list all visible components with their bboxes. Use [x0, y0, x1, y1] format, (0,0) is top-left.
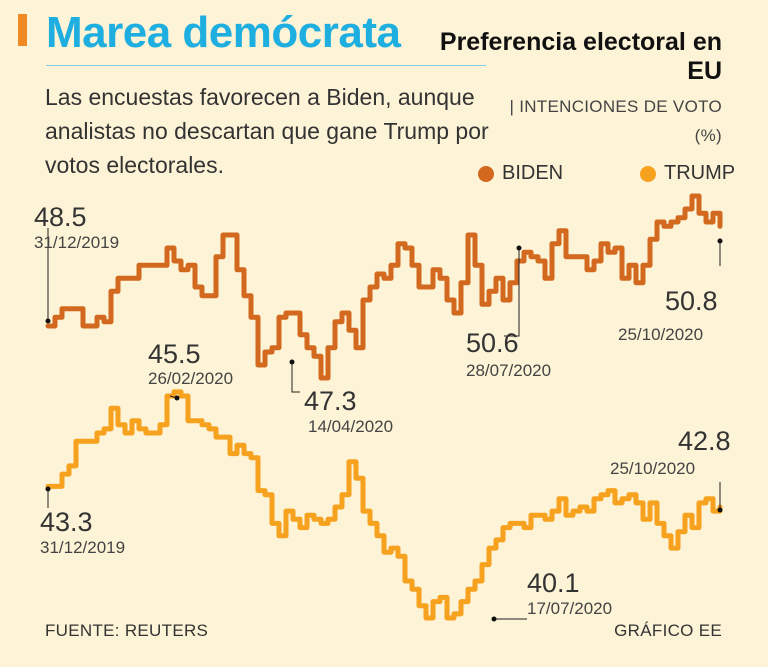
date-label-biden-1: 14/04/2020 — [308, 417, 393, 436]
credit-note: GRÁFICO EE — [614, 621, 722, 640]
legend-label-biden: BIDEN — [502, 162, 564, 184]
date-label-trump-0: 26/02/2020 — [148, 369, 233, 388]
value-label-biden-3: 50.8 — [665, 286, 718, 316]
legend-item-biden: BIDEN — [478, 162, 563, 185]
value-label-trump-3: 42.8 — [678, 426, 731, 456]
value-label-biden-2: 50.6 — [466, 328, 519, 358]
legend-item-trump: TRUMP — [640, 162, 735, 185]
data-point-biden-1 — [289, 359, 295, 365]
chart-units: | INTENCIONES DE VOTO (%) — [509, 97, 722, 145]
data-point-biden-0 — [45, 318, 51, 324]
date-label-biden-3: 25/10/2020 — [618, 325, 703, 344]
date-label-biden-0: 31/12/2019 — [34, 233, 119, 252]
leader-line-biden-2 — [504, 248, 520, 337]
data-point-trump-3 — [717, 507, 723, 513]
legend-label-trump: TRUMP — [664, 162, 736, 184]
biden-legend-dot — [478, 165, 494, 182]
data-point-trump-2 — [491, 616, 497, 622]
date-label-biden-2: 28/07/2020 — [466, 361, 551, 380]
source-note: FUENTE: REUTERS — [45, 621, 209, 640]
page-title: Marea demócrata — [46, 8, 401, 57]
subtitle: Las encuestas favorecen a Biden, aunque … — [45, 84, 489, 178]
leader-line-biden-1 — [291, 362, 300, 393]
value-label-biden-1: 47.3 — [304, 386, 357, 416]
date-label-trump-3: 25/10/2020 — [610, 459, 695, 478]
data-point-biden-2 — [516, 245, 522, 251]
series-line-biden — [45, 193, 723, 381]
chart-title: Preferencia electoral en EU — [439, 28, 722, 85]
title-accent-bar — [18, 14, 27, 46]
data-point-trump-0 — [174, 395, 180, 401]
date-label-trump-2: 17/07/2020 — [527, 599, 612, 618]
date-label-trump-1: 31/12/2019 — [40, 538, 125, 557]
value-label-trump-1: 43.3 — [40, 507, 93, 537]
value-label-biden-0: 48.5 — [34, 202, 87, 232]
trump-legend-dot — [640, 165, 656, 182]
data-point-biden-3 — [717, 238, 723, 244]
value-label-trump-0: 45.5 — [148, 339, 201, 369]
title-divider — [46, 65, 486, 66]
data-point-trump-1 — [45, 486, 51, 492]
value-label-trump-2: 40.1 — [527, 568, 580, 598]
